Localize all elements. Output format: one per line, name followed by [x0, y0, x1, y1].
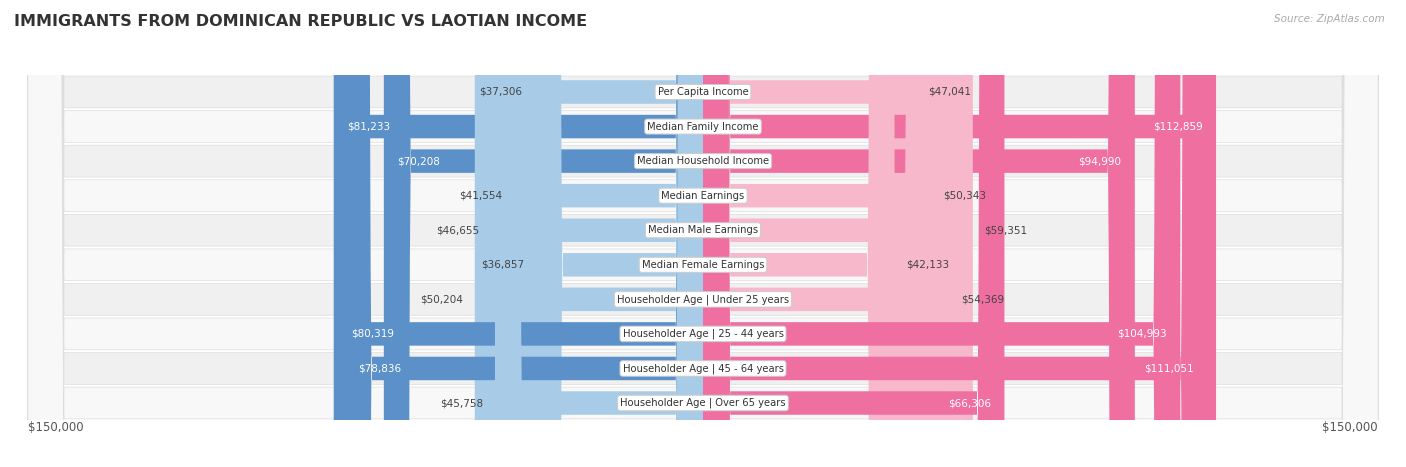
Text: $36,857: $36,857: [481, 260, 524, 270]
Text: $150,000: $150,000: [28, 421, 83, 434]
FancyBboxPatch shape: [28, 0, 1378, 467]
Text: Median Male Earnings: Median Male Earnings: [648, 225, 758, 235]
Text: Median Earnings: Median Earnings: [661, 191, 745, 201]
FancyBboxPatch shape: [28, 0, 1378, 467]
Text: $150,000: $150,000: [1323, 421, 1378, 434]
Text: Householder Age | 25 - 44 years: Householder Age | 25 - 44 years: [623, 329, 783, 339]
FancyBboxPatch shape: [703, 0, 1180, 467]
Text: $45,758: $45,758: [440, 398, 484, 408]
FancyBboxPatch shape: [384, 0, 703, 467]
FancyBboxPatch shape: [703, 0, 1208, 467]
FancyBboxPatch shape: [703, 0, 1135, 467]
Text: Householder Age | 45 - 64 years: Householder Age | 45 - 64 years: [623, 363, 783, 374]
Text: $50,343: $50,343: [943, 191, 986, 201]
Text: $70,208: $70,208: [398, 156, 440, 166]
FancyBboxPatch shape: [703, 0, 932, 467]
FancyBboxPatch shape: [703, 0, 950, 467]
Text: $50,204: $50,204: [420, 294, 464, 304]
Text: $111,051: $111,051: [1144, 363, 1194, 374]
FancyBboxPatch shape: [475, 0, 703, 467]
Text: IMMIGRANTS FROM DOMINICAN REPUBLIC VS LAOTIAN INCOME: IMMIGRANTS FROM DOMINICAN REPUBLIC VS LA…: [14, 14, 588, 29]
FancyBboxPatch shape: [28, 0, 1378, 467]
FancyBboxPatch shape: [28, 0, 1378, 467]
Text: $94,990: $94,990: [1078, 156, 1121, 166]
FancyBboxPatch shape: [344, 0, 703, 467]
FancyBboxPatch shape: [28, 0, 1378, 467]
Text: Source: ZipAtlas.com: Source: ZipAtlas.com: [1274, 14, 1385, 24]
FancyBboxPatch shape: [28, 0, 1378, 467]
FancyBboxPatch shape: [28, 0, 1378, 467]
Text: $47,041: $47,041: [928, 87, 972, 97]
FancyBboxPatch shape: [28, 0, 1378, 467]
Text: $112,859: $112,859: [1153, 121, 1202, 132]
Text: $42,133: $42,133: [905, 260, 949, 270]
Text: $81,233: $81,233: [347, 121, 391, 132]
Text: $37,306: $37,306: [479, 87, 522, 97]
Text: Per Capita Income: Per Capita Income: [658, 87, 748, 97]
Text: Householder Age | Under 25 years: Householder Age | Under 25 years: [617, 294, 789, 304]
FancyBboxPatch shape: [703, 0, 917, 467]
FancyBboxPatch shape: [28, 0, 1378, 467]
Text: $46,655: $46,655: [436, 225, 479, 235]
FancyBboxPatch shape: [491, 0, 703, 467]
Text: $78,836: $78,836: [359, 363, 401, 374]
Text: $41,554: $41,554: [460, 191, 503, 201]
Text: $59,351: $59,351: [984, 225, 1028, 235]
Text: $66,306: $66,306: [948, 398, 991, 408]
FancyBboxPatch shape: [533, 0, 703, 467]
FancyBboxPatch shape: [703, 0, 1216, 467]
FancyBboxPatch shape: [333, 0, 703, 467]
Text: Median Family Income: Median Family Income: [647, 121, 759, 132]
FancyBboxPatch shape: [703, 0, 973, 467]
FancyBboxPatch shape: [495, 0, 703, 467]
Text: Median Household Income: Median Household Income: [637, 156, 769, 166]
FancyBboxPatch shape: [515, 0, 703, 467]
FancyBboxPatch shape: [28, 0, 1378, 467]
FancyBboxPatch shape: [703, 0, 894, 467]
FancyBboxPatch shape: [703, 0, 1004, 467]
Text: Median Female Earnings: Median Female Earnings: [641, 260, 765, 270]
FancyBboxPatch shape: [337, 0, 703, 467]
Text: $104,993: $104,993: [1116, 329, 1167, 339]
FancyBboxPatch shape: [536, 0, 703, 467]
Text: Householder Age | Over 65 years: Householder Age | Over 65 years: [620, 398, 786, 408]
Text: $54,369: $54,369: [962, 294, 1005, 304]
Text: $80,319: $80,319: [352, 329, 395, 339]
